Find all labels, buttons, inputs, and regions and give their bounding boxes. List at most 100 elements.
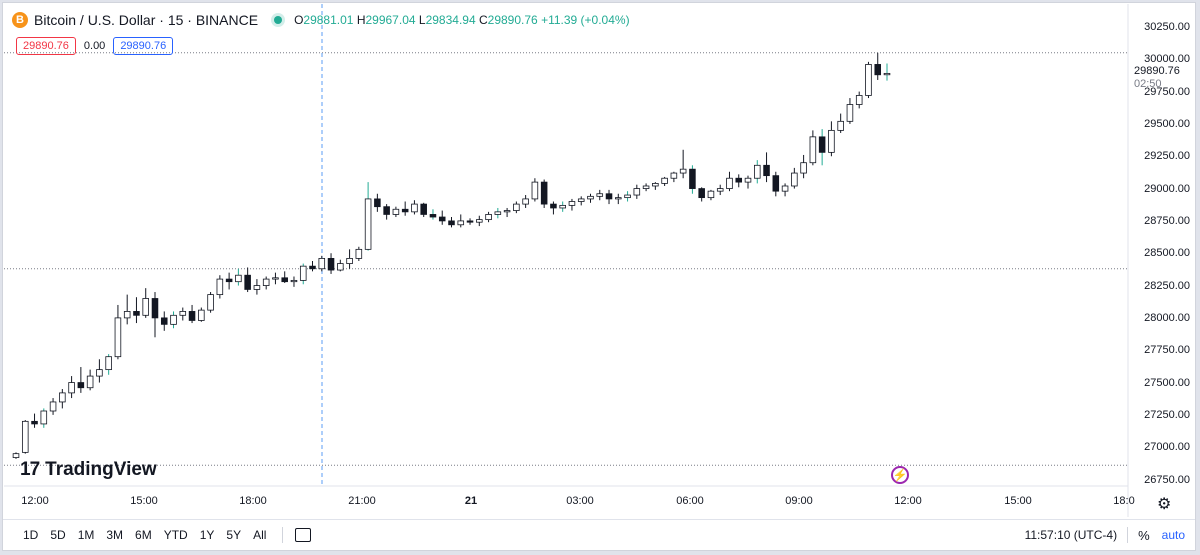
candle-body [522, 198, 529, 205]
time-tick-label: 15:00 [130, 495, 158, 507]
time-tick-label: 03:00 [566, 495, 594, 507]
timezone-clock[interactable]: 11:57:10 (UTC-4) [1024, 528, 1118, 542]
candle-body [828, 129, 835, 153]
time-tick-label: 12:00 [894, 495, 922, 507]
candle-body [374, 198, 381, 208]
tradingview-logo-icon: 17 [20, 459, 40, 480]
timeframe-all[interactable]: All [253, 528, 267, 542]
candle-body [401, 208, 409, 213]
candle-body [309, 265, 316, 270]
timeframe-1m[interactable]: 1M [77, 528, 95, 542]
price-tick-label: 29750.00 [1144, 85, 1190, 98]
toolbar-right: 11:57:10 (UTC-4) % auto [1025, 520, 1185, 550]
timeframe-group: 1D 5D 1M 3M 6M YTD 1Y 5Y All [3, 528, 272, 542]
candle-body [31, 420, 38, 425]
time-tick-label: 09:00 [785, 495, 813, 507]
tradingview-logo[interactable]: 17 TradingView [20, 459, 157, 481]
market-open-icon [274, 16, 283, 24]
candle-body [355, 248, 363, 259]
ohlc-close: 29890.76 [487, 13, 538, 27]
toolbar-divider [282, 527, 284, 543]
candle-body [865, 64, 872, 96]
ohlc-close-label: C [478, 13, 488, 27]
price-tick-label: 29250.00 [1144, 150, 1190, 163]
last-price-label: 29890.76 02:50 [1134, 65, 1190, 91]
candle-body [160, 317, 168, 325]
bar-countdown: 02:50 [1134, 78, 1162, 90]
ohlc-legend: O29881.01 H29967.04 L29834.94 C29890.76 … [294, 13, 630, 27]
candle-body [179, 311, 187, 316]
candle-body [763, 164, 770, 177]
ohlc-low: 29834.94 [425, 13, 476, 27]
candle-body [290, 279, 298, 283]
timeframe-5y[interactable]: 5Y [226, 528, 242, 542]
candle-body [661, 177, 668, 184]
time-tick-label: 21 [464, 495, 478, 507]
timeframe-5d[interactable]: 5D [50, 528, 66, 542]
candle-body [818, 136, 826, 153]
candle-body [142, 298, 149, 316]
candle-body [337, 263, 344, 271]
candle-body [874, 64, 882, 76]
candle-body [670, 172, 678, 179]
timeframe-1d[interactable]: 1D [23, 528, 39, 542]
price-tick-label: 30250.00 [1144, 20, 1190, 33]
candle-body [244, 274, 251, 290]
timeframe-3m[interactable]: 3M [106, 528, 124, 542]
candle-body [503, 210, 511, 213]
candle-body [642, 185, 650, 189]
calendar-range-icon[interactable] [295, 528, 312, 542]
candle-body [105, 356, 112, 371]
symbol-title[interactable]: Bitcoin / U.S. Dollar · 15 · BINANCE [34, 12, 259, 28]
candle-body [615, 197, 622, 200]
percent-scale-toggle[interactable]: % [1138, 527, 1150, 543]
trade-buttons: 29890.76 0.00 29890.76 [16, 37, 174, 55]
time-tick-label: 06:00 [676, 495, 704, 507]
candle-body [466, 220, 474, 223]
candle-body [281, 277, 288, 283]
candle-body [726, 177, 733, 189]
candle-body [235, 274, 242, 283]
candle-body [772, 175, 780, 192]
candle-body [559, 204, 566, 209]
candle-body [605, 193, 613, 200]
candle-body [846, 104, 854, 122]
candle-body [596, 193, 604, 197]
candle-body [707, 190, 715, 199]
timeframe-6m[interactable]: 6M [135, 528, 152, 542]
price-tick-label: 29000.00 [1144, 182, 1190, 195]
price-tick-label: 28000.00 [1144, 311, 1190, 324]
candle-body [735, 177, 743, 183]
candle-body [327, 258, 335, 271]
candle-body [40, 410, 48, 425]
sell-button[interactable]: 29890.76 [16, 37, 76, 55]
auto-scale-toggle[interactable]: auto [1161, 528, 1185, 542]
candle-body [781, 185, 789, 192]
candle-body [114, 317, 122, 358]
time-tick-label: 18:00 [239, 495, 267, 507]
settings-gear-icon[interactable]: ⚙ [1157, 496, 1172, 513]
candle-body [624, 194, 631, 199]
timeframe-ytd[interactable]: YTD [163, 528, 188, 542]
candle-body [225, 278, 233, 283]
candle-body [531, 181, 539, 200]
candle-body [494, 211, 502, 215]
candle-body [809, 136, 817, 164]
buy-button[interactable]: 29890.76 [113, 37, 174, 55]
time-tick-label: 21:00 [348, 495, 376, 507]
candle-body [568, 201, 576, 206]
candle-body [77, 382, 85, 389]
candle-body [68, 382, 75, 394]
candle-body [59, 392, 66, 403]
lightning-icon[interactable]: ⚡ [891, 466, 909, 484]
last-price: 29890.76 [1134, 65, 1180, 77]
timeframe-1y[interactable]: 1Y [199, 528, 215, 542]
candle-body [652, 183, 659, 187]
candle-body [438, 216, 446, 222]
candle-body [429, 214, 437, 218]
time-tick-label: 15:00 [1004, 495, 1032, 507]
candle-body [587, 195, 594, 200]
candle-body [513, 203, 520, 211]
